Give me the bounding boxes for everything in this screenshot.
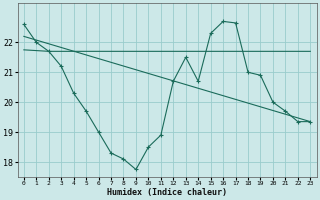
X-axis label: Humidex (Indice chaleur): Humidex (Indice chaleur) — [107, 188, 227, 197]
